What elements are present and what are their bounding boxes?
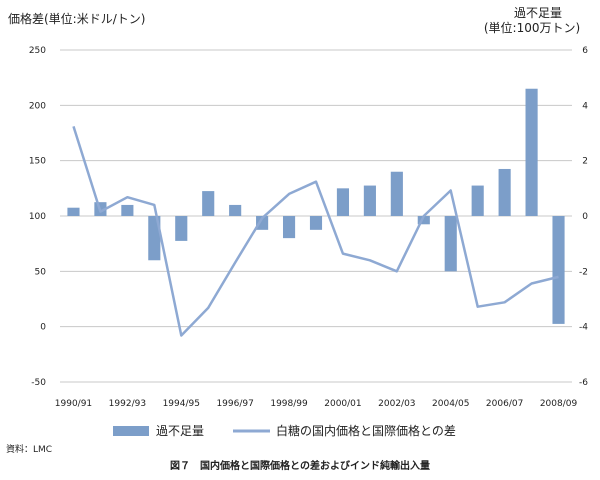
bar: [336, 188, 350, 216]
x-tick-label: 2008/09: [540, 399, 578, 409]
right-tick-label: 4: [582, 101, 588, 111]
bar: [229, 204, 242, 216]
x-tick-label: 2002/03: [378, 399, 415, 409]
left-axis-title: 価格差(単位:米ドル/トン): [8, 11, 145, 26]
bar: [471, 185, 484, 216]
left-axis-ticks: 250 200 150 100 50 0 -50: [29, 46, 46, 388]
source-note: 資料：LMC: [6, 443, 52, 455]
bar: [121, 204, 134, 216]
bar: [417, 216, 430, 225]
bar: [552, 216, 565, 324]
left-tick-label: 200: [29, 101, 46, 111]
bar: [525, 88, 538, 216]
bar: [444, 216, 457, 272]
right-tick-label: 2: [582, 157, 588, 167]
right-tick-label: -4: [579, 323, 588, 333]
x-tick-label: 1990/91: [55, 399, 92, 409]
bar: [363, 185, 376, 216]
left-tick-label: 150: [29, 157, 46, 167]
left-tick-label: 100: [29, 212, 46, 222]
x-tick-label: 2000/01: [324, 399, 361, 409]
bar-series: [67, 88, 565, 324]
bar: [202, 191, 215, 216]
x-tick-label: 1992/93: [109, 399, 146, 409]
legend-bar-label: 過不足量: [156, 424, 204, 438]
right-axis-ticks: 6 4 2 0 -2 -4 -6: [579, 46, 588, 388]
figure-caption: 図７ 国内価格と国際価格との差およびインド純輸出入量: [170, 459, 430, 472]
bar: [309, 216, 323, 230]
x-axis-ticks: 1990/91 1992/93 1994/95 1996/97 1998/99 2000/…: [55, 399, 578, 409]
gridlines: [60, 49, 572, 383]
right-tick-label: 6: [582, 46, 588, 56]
left-tick-label: 250: [29, 46, 46, 56]
right-axis-title-line2: (単位:100万トン): [484, 20, 580, 35]
left-tick-label: -50: [31, 378, 46, 388]
bar: [67, 207, 80, 216]
x-tick-label: 2004/05: [432, 399, 469, 409]
right-axis-title-line1: 過不足量: [514, 6, 562, 20]
left-tick-label: 50: [35, 267, 47, 277]
x-tick-label: 1998/99: [270, 399, 308, 409]
legend-line-label: 白糖の国内価格と国際価格との差: [276, 423, 456, 438]
legend-bar-swatch: [113, 426, 149, 436]
bar: [175, 216, 188, 241]
legend: 過不足量 白糖の国内価格と国際価格との差: [113, 423, 456, 438]
x-tick-label: 2006/07: [486, 399, 523, 409]
right-tick-label: -6: [579, 378, 588, 388]
line-path: [72, 126, 559, 337]
right-tick-label: -2: [579, 267, 588, 277]
bar: [282, 216, 296, 239]
line-series: [72, 126, 559, 337]
x-tick-label: 1994/95: [163, 399, 200, 409]
x-tick-label: 1996/97: [216, 399, 253, 409]
bar: [498, 168, 511, 216]
bar: [148, 216, 161, 261]
bar: [390, 171, 403, 216]
bar: [256, 216, 269, 230]
right-tick-label: 0: [582, 212, 588, 222]
left-tick-label: 0: [40, 323, 46, 333]
